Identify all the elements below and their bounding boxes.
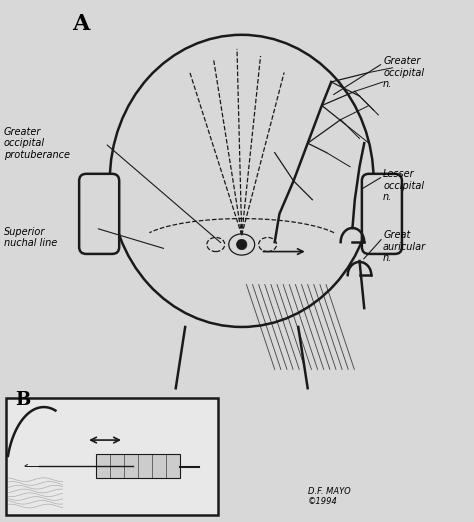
Ellipse shape: [237, 239, 247, 250]
Bar: [96, 454, 181, 478]
Text: A: A: [72, 13, 90, 35]
Text: D.F. MAYO
©1994: D.F. MAYO ©1994: [308, 487, 350, 506]
FancyBboxPatch shape: [362, 174, 402, 254]
Text: B: B: [16, 391, 31, 409]
Text: Greater
occipital
protuberance: Greater occipital protuberance: [4, 127, 70, 160]
Text: Great
auricular
n.: Great auricular n.: [383, 230, 426, 264]
Text: Lesser
occipital
n.: Lesser occipital n.: [383, 169, 424, 202]
FancyBboxPatch shape: [79, 174, 119, 254]
Text: Superior
nuchal line: Superior nuchal line: [4, 227, 57, 248]
Bar: [6, 398, 218, 515]
Text: Greater
occipital
n.: Greater occipital n.: [383, 56, 424, 89]
